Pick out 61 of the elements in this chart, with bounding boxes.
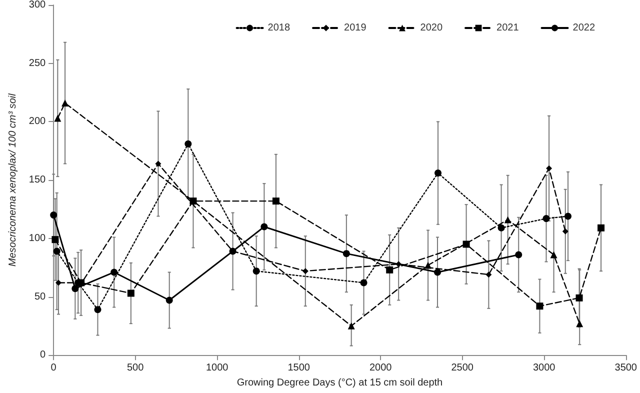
point	[155, 160, 162, 167]
legend-label: 2020	[420, 22, 443, 34]
x-tick-label: 3000	[532, 362, 556, 374]
x-tick-label: 2000	[369, 362, 392, 374]
x-tick-label: 1000	[206, 362, 229, 374]
x-tick-label: 2500	[451, 362, 474, 374]
point	[515, 251, 522, 258]
point	[434, 170, 442, 177]
point	[546, 165, 552, 172]
y-axis-title: Mesocriconema xenoplax/ 100 cm³ soil	[8, 92, 18, 266]
point	[252, 268, 260, 275]
point	[386, 266, 394, 274]
y-tick-label: 250	[28, 58, 46, 69]
point	[184, 140, 192, 148]
point	[564, 212, 572, 220]
legend-label: 2022	[572, 22, 596, 34]
legend-label: 2018	[268, 22, 290, 34]
point	[562, 228, 568, 234]
point	[486, 272, 492, 278]
y-tick-label: 100	[28, 232, 46, 244]
point	[536, 302, 544, 310]
point	[50, 212, 58, 219]
legend-label: 2021	[496, 22, 520, 34]
y-tick-label: 50	[34, 291, 46, 302]
y-tick-label: 0	[40, 350, 46, 361]
point	[55, 280, 62, 286]
legend-label: 2019	[344, 22, 367, 34]
x-tick-label: 1500	[288, 362, 310, 374]
point	[498, 224, 505, 232]
point	[550, 251, 558, 258]
y-tick-label: 300	[28, 0, 46, 10]
y-tick-label: 200	[28, 116, 46, 128]
x-axis-title: Growing Degree Days (°C) at 15 cm soil depth	[236, 378, 443, 388]
point	[110, 268, 118, 276]
point	[576, 294, 583, 302]
point	[434, 268, 442, 276]
point	[260, 223, 268, 230]
point	[127, 290, 134, 297]
point	[166, 296, 173, 304]
x-tick-label: 0	[50, 362, 57, 374]
point	[424, 262, 432, 269]
x-tick-label: 3500	[614, 362, 638, 374]
point	[272, 198, 280, 205]
point	[504, 216, 512, 224]
point	[62, 100, 69, 107]
point	[94, 306, 102, 314]
point	[598, 224, 605, 232]
y-tick-label: 150	[28, 174, 46, 186]
point	[302, 268, 308, 274]
point	[190, 198, 197, 205]
point	[53, 248, 60, 255]
point	[54, 114, 62, 122]
point	[360, 279, 368, 286]
point	[462, 240, 470, 248]
point	[342, 250, 350, 258]
point	[348, 322, 355, 330]
point	[542, 215, 550, 222]
point	[52, 236, 59, 244]
point	[576, 320, 584, 328]
point	[72, 285, 79, 292]
x-tick-label: 500	[126, 362, 144, 374]
